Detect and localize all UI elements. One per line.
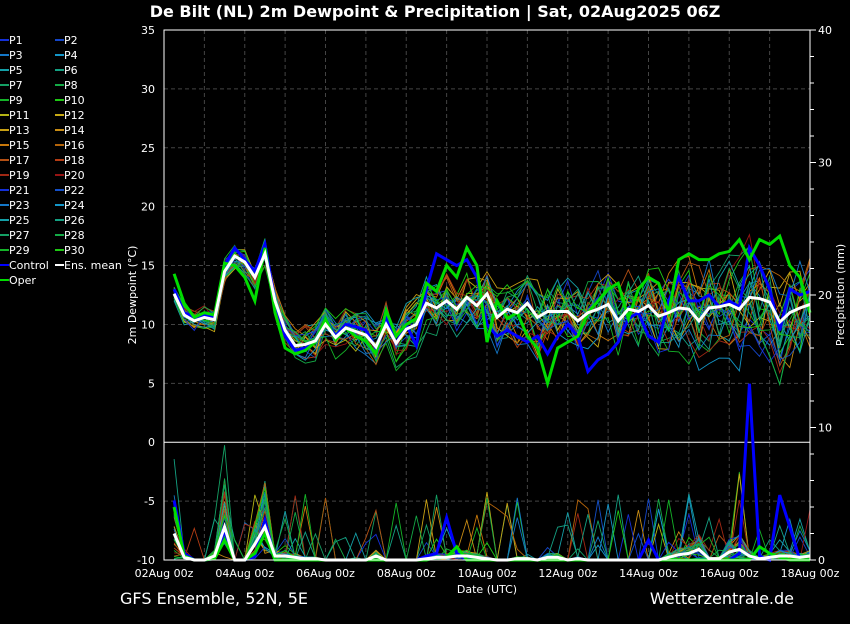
legend-label: P17	[9, 154, 30, 167]
y-tick-label: 20	[141, 201, 155, 214]
x-tick-label: 12Aug 00z	[538, 567, 597, 580]
oper-dewpoint-line	[172, 233, 812, 389]
legend-label: P3	[9, 49, 23, 62]
ens-mean-dewpoint-line	[172, 248, 811, 350]
y2-tick-label: 0	[818, 554, 825, 567]
x-tick-label: 18Aug 00z	[781, 567, 840, 580]
legend-label: Ens. mean	[64, 259, 122, 272]
legend-label: P1	[9, 34, 23, 47]
legend-label: P23	[9, 199, 30, 212]
ens-mean-precip-line	[172, 522, 811, 562]
legend-label: P6	[64, 64, 78, 77]
legend-label: P2	[64, 34, 78, 47]
y-tick-label: 35	[141, 24, 155, 37]
legend: P1 P2 P3 P4 P5 P6 P7 P8 P9 P10 P11 P12 P13 P14 P15 P16 P…	[0, 34, 122, 287]
x-tick-label: 14Aug 00z	[619, 567, 678, 580]
legend-label: P4	[64, 49, 78, 62]
y2-tick-label: 40	[818, 24, 832, 37]
footer-source: Wetterzentrale.de	[650, 589, 794, 608]
legend-label: Oper	[9, 274, 36, 287]
footer-model: GFS Ensemble, 52N, 5E	[120, 589, 308, 608]
y-tick-label: -5	[144, 495, 155, 508]
y-tick-label: 30	[141, 83, 155, 96]
legend-label: P11	[9, 109, 30, 122]
y2-tick-label: 20	[818, 289, 832, 302]
legend-label: P27	[9, 229, 30, 242]
legend-label: P26	[64, 214, 85, 227]
x-tick-label: 06Aug 00z	[296, 567, 355, 580]
member-precip-line-p28	[174, 478, 811, 561]
legend-label: P25	[9, 214, 30, 227]
grid	[164, 29, 810, 561]
legend-label: P24	[64, 199, 85, 212]
y-tick-label: 0	[148, 436, 155, 449]
x-tick-label: 16Aug 00z	[700, 567, 759, 580]
y2-tick-label: 30	[818, 157, 832, 170]
legend-label: P8	[64, 79, 78, 92]
legend-label: P28	[64, 229, 85, 242]
legend-label: P21	[9, 184, 30, 197]
legend-label: P13	[9, 124, 30, 137]
legend-label: P30	[64, 244, 85, 257]
x-tick-label: 02Aug 00z	[135, 567, 194, 580]
y2-tick-label: 10	[818, 422, 832, 435]
member-precip-line-p30	[173, 488, 811, 561]
chart-title: De Bilt (NL) 2m Dewpoint & Precipitation…	[150, 2, 721, 22]
y-tick-label: 25	[141, 142, 155, 155]
legend-label: P15	[9, 139, 30, 152]
x-tick-label: 04Aug 00z	[215, 567, 274, 580]
legend-label: P20	[64, 169, 85, 182]
legend-label: P7	[9, 79, 23, 92]
legend-label: P12	[64, 109, 85, 122]
legend-label: P18	[64, 154, 85, 167]
member-dewpoint-line-p19	[173, 247, 811, 375]
legend-label: Control	[9, 259, 49, 272]
legend-label: P29	[9, 244, 30, 257]
legend-label: P16	[64, 139, 85, 152]
y2-axis-label: Precipitation (mm)	[834, 244, 847, 346]
x-tick-label: 08Aug 00z	[377, 567, 436, 580]
legend-label: P10	[64, 94, 85, 107]
y-axis-label: 2m Dewpoint (°C)	[126, 246, 139, 345]
legend-label: P19	[9, 169, 30, 182]
legend-label: P9	[9, 94, 23, 107]
y-tick-label: 5	[148, 377, 155, 390]
legend-label: P5	[9, 64, 23, 77]
x-axis-label: Date (UTC)	[457, 583, 517, 596]
legend-label: P14	[64, 124, 85, 137]
y-tick-label: -10	[137, 554, 155, 567]
y-tick-label: 15	[141, 260, 155, 273]
x-tick-label: 10Aug 00z	[458, 567, 517, 580]
legend-label: P22	[64, 184, 85, 197]
y-tick-label: 10	[141, 318, 155, 331]
